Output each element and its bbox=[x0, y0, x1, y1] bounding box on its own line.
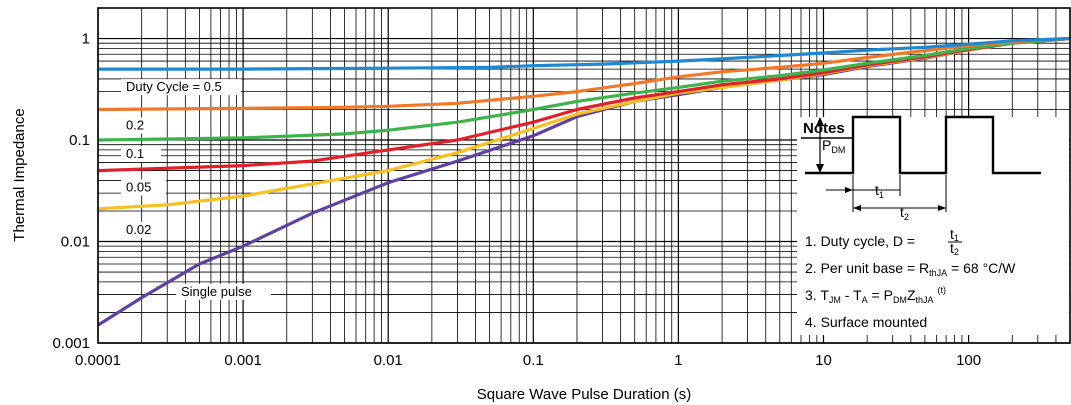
series-line-1 bbox=[97, 36, 1071, 112]
t1-arrow-head bbox=[845, 187, 853, 193]
t2-arrow-head-left bbox=[853, 205, 861, 211]
x-tick-label: 0.01 bbox=[374, 352, 403, 369]
pdm-label: PDM bbox=[822, 137, 845, 155]
series-label-bg bbox=[121, 146, 161, 163]
series-curves bbox=[97, 36, 1071, 327]
series-label-bg bbox=[121, 79, 241, 96]
notes-title: Notes bbox=[803, 120, 845, 137]
series-label-bg bbox=[121, 117, 161, 134]
series-line-2 bbox=[97, 36, 1071, 142]
x-axis-title: Square Wave Pulse Duration (s) bbox=[477, 386, 692, 403]
pdm-arrow-head-down bbox=[816, 164, 824, 173]
note-4: 4. Surface mounted bbox=[805, 314, 927, 330]
pulse-waveform bbox=[805, 115, 1041, 175]
series-label: 0.2 bbox=[126, 117, 144, 132]
note-3: 3. TJM - TA = PDMZthJA(t) bbox=[805, 285, 946, 305]
series-label-bg bbox=[121, 221, 166, 238]
series-label: 0.1 bbox=[126, 146, 144, 161]
plot-frame bbox=[97, 7, 1071, 344]
y-axis-title: Thermal Impedance bbox=[11, 108, 28, 241]
series-label: Duty Cycle = 0.5 bbox=[126, 79, 222, 94]
series-label: 0.05 bbox=[126, 180, 151, 195]
y-tick-label: 0.1 bbox=[69, 132, 90, 149]
x-tick-label: 10 bbox=[815, 352, 832, 369]
x-tick-label: 0.1 bbox=[523, 352, 544, 369]
note-1: 1. Duty cycle, D = bbox=[805, 233, 915, 249]
y-tick-label: 1 bbox=[82, 31, 90, 48]
series-label-bg bbox=[121, 179, 166, 196]
series-line-0 bbox=[98, 36, 1071, 71]
t2-arrow-head-right bbox=[938, 205, 946, 211]
t1-label: t1 bbox=[875, 182, 884, 200]
pdm-arrow-head-up bbox=[816, 117, 824, 126]
x-tick-label: 1 bbox=[674, 352, 682, 369]
y-tick-label: 0.001 bbox=[52, 335, 90, 352]
series-label-bg bbox=[176, 283, 271, 300]
note-2: 2. Per unit base = RthJA = 68 °C/W bbox=[805, 260, 1016, 278]
note-1-denominator: t2 bbox=[950, 240, 959, 257]
note-1-numerator: t1 bbox=[950, 226, 959, 243]
series-label: 0.02 bbox=[126, 222, 151, 237]
y-tick-label: 0.01 bbox=[61, 234, 90, 251]
x-tick-label: 0.001 bbox=[224, 352, 262, 369]
x-tick-label: 100 bbox=[956, 352, 981, 369]
notes-box: Notes PDM t1 t2 1. Duty cycle, D = t1 t2… bbox=[797, 115, 1069, 335]
t2-label: t2 bbox=[900, 204, 909, 222]
x-tick-label: 0.0001 bbox=[75, 352, 121, 369]
notes-background bbox=[797, 117, 1069, 335]
series-labels: Duty Cycle = 0.5 0.2 0.1 0.05 0.02 Single pul… bbox=[121, 79, 271, 300]
series-label: Single pulse bbox=[181, 284, 252, 299]
